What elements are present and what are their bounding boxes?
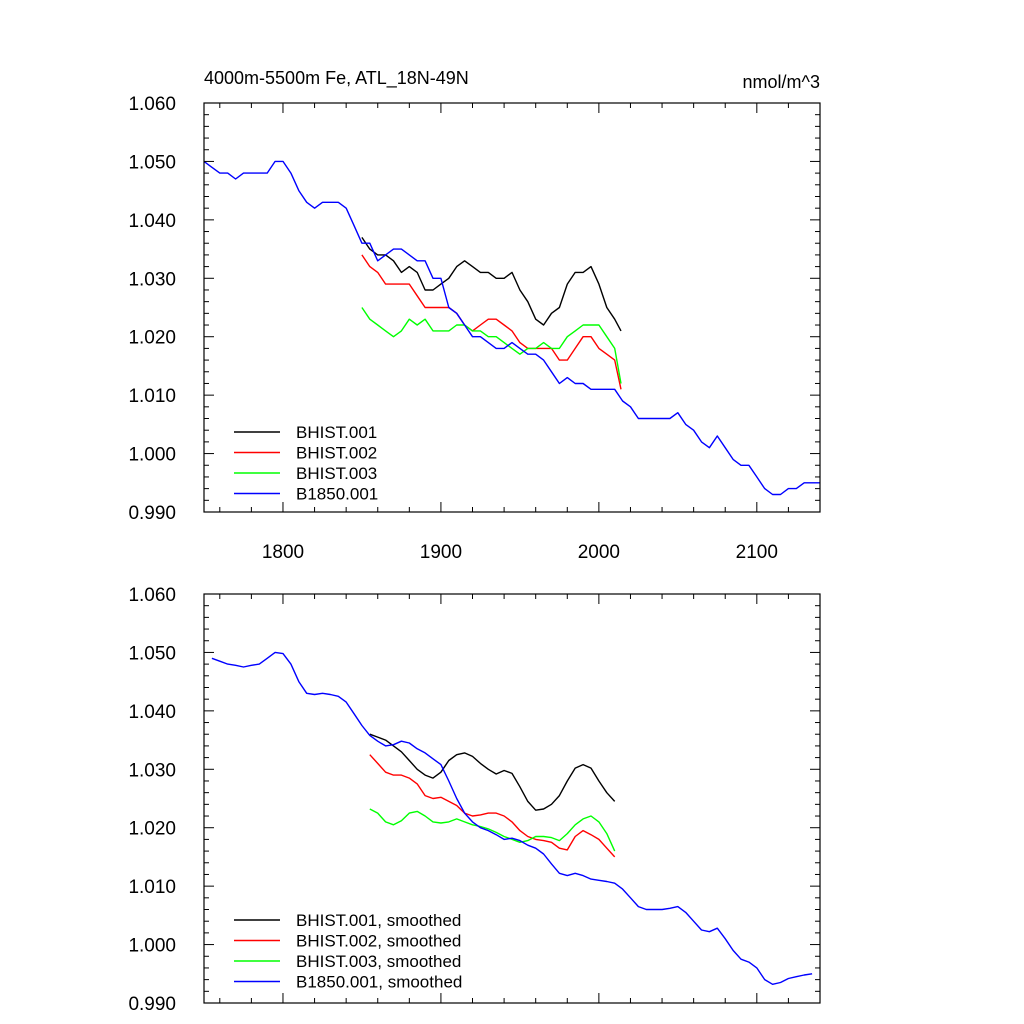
legend-label: BHIST.002 xyxy=(296,444,377,463)
chart-title: 4000m-5500m Fe, ATL_18N-49N xyxy=(204,68,469,89)
y-tick-label: 1.030 xyxy=(128,760,176,781)
legend-label: BHIST.002, smoothed xyxy=(296,932,461,951)
x-tick-label: 2100 xyxy=(736,542,778,563)
series-line-0 xyxy=(369,733,616,811)
top-panel: 0.990 1.000 1.010 1.020 1.030 1.040 1.050 1.060… xyxy=(128,94,821,563)
y-tick-label: 1.000 xyxy=(128,936,176,957)
x-tick-label: 1800 xyxy=(262,542,304,563)
series-line-1 xyxy=(361,254,622,390)
y-tick-label: 1.050 xyxy=(128,643,176,664)
y-tick-label: 1.000 xyxy=(128,445,176,466)
x-tick-label: 2000 xyxy=(578,542,620,563)
bottom-panel: 0.990 1.000 1.010 1.020 1.030 1.040 1.050 1.060… xyxy=(128,585,821,1015)
series-line-1 xyxy=(369,754,616,858)
plot-frame xyxy=(203,102,821,513)
y-tick-label: 0.990 xyxy=(128,503,176,524)
y-tick-label: 1.030 xyxy=(128,269,176,290)
x-tick-label: 1900 xyxy=(420,542,462,563)
legend-label: BHIST.003 xyxy=(296,464,377,483)
y-tick-label: 1.020 xyxy=(128,819,176,840)
y-tick-label: 1.060 xyxy=(128,94,176,115)
series-line-0 xyxy=(361,237,622,332)
y-tick-label: 1.010 xyxy=(128,877,176,898)
series-line-3 xyxy=(211,651,813,985)
y-tick-label: 1.010 xyxy=(128,386,176,407)
legend-label: BHIST.001 xyxy=(296,423,377,442)
chart-units-label: nmol/m^3 xyxy=(743,72,820,92)
y-tick-label: 1.040 xyxy=(128,702,176,723)
y-tick-label: 1.050 xyxy=(128,152,176,173)
y-tick-label: 1.020 xyxy=(128,328,176,349)
series-line-3 xyxy=(203,160,820,496)
y-tick-label: 1.060 xyxy=(128,585,176,606)
plot-frame xyxy=(203,593,821,1004)
y-tick-label: 1.040 xyxy=(128,211,176,232)
series-line-2 xyxy=(369,808,616,852)
legend-label: BHIST.003, smoothed xyxy=(296,952,461,971)
legend-label: B1850.001 xyxy=(296,485,378,504)
legend-label: BHIST.001, smoothed xyxy=(296,911,461,930)
series-line-2 xyxy=(361,307,622,384)
y-tick-label: 0.990 xyxy=(128,994,176,1015)
legend-label: B1850.001, smoothed xyxy=(296,973,462,992)
